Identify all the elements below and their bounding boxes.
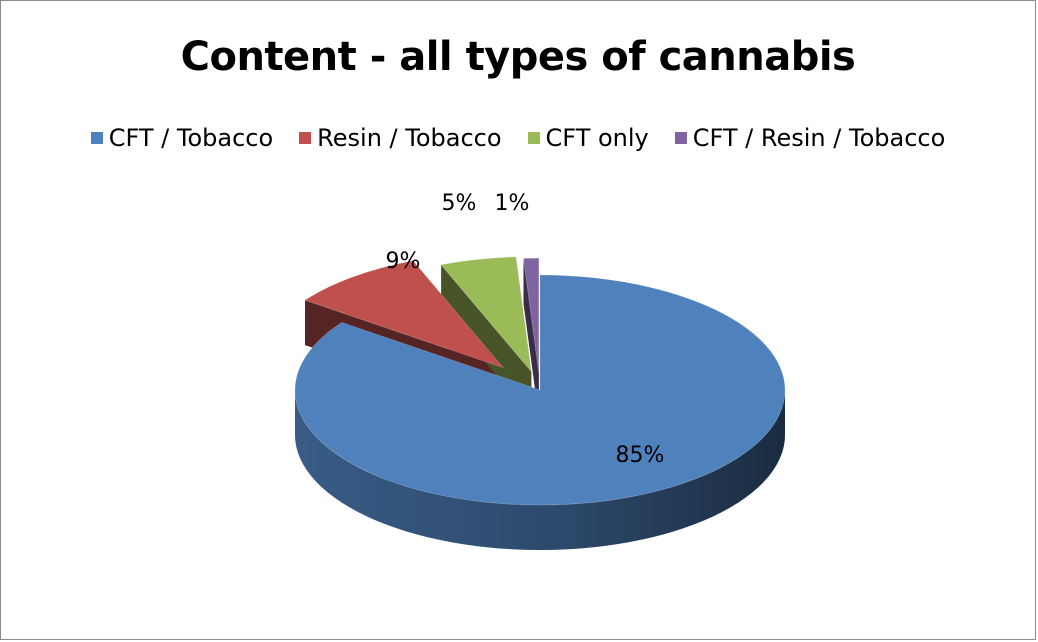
- legend-item-cft-resin-tobacco: CFT / Resin / Tobacco: [674, 124, 946, 152]
- slice-cft-only-top: [440, 256, 532, 374]
- chart-legend: CFT / Tobacco Resin / Tobacco CFT only C…: [0, 124, 1036, 152]
- slice-cft-resin-tobacco-wall: [523, 258, 539, 419]
- legend-label: Resin / Tobacco: [317, 124, 502, 152]
- slice-cft-resin-tobacco-data-label: 1%: [495, 191, 530, 216]
- legend-swatch: [527, 132, 540, 144]
- legend-swatch: [90, 132, 103, 144]
- legend-item-cft-tobacco: CFT / Tobacco: [90, 124, 274, 152]
- slice-cft-tobacco-top: [294, 274, 786, 506]
- slice-cft-tobacco-data-label: 85%: [616, 443, 665, 468]
- legend-item-resin-tobacco: Resin / Tobacco: [299, 124, 502, 152]
- legend-item-cft-only: CFT only: [527, 124, 649, 152]
- slice-cft-resin-tobacco-top: [522, 257, 540, 374]
- slice-cft-only-data-label: 5%: [442, 191, 477, 216]
- slice-resin-tobacco-data-label: 9%: [386, 249, 421, 274]
- legend-label: CFT / Resin / Tobacco: [692, 124, 946, 152]
- legend-swatch: [299, 132, 312, 144]
- legend-label: CFT only: [545, 124, 649, 152]
- chart-title: Content - all types of cannabis: [180, 34, 856, 80]
- legend-label: CFT / Tobacco: [108, 124, 274, 152]
- slice-cft-tobacco-side-shade: [295, 390, 785, 550]
- pie-labels: 85% 9% 5% 1%: [386, 191, 665, 468]
- legend-swatch: [674, 132, 687, 144]
- slice-resin-tobacco-top: [303, 260, 505, 369]
- pie-tops: [294, 256, 786, 506]
- slice-cft-only-wall: [441, 264, 532, 417]
